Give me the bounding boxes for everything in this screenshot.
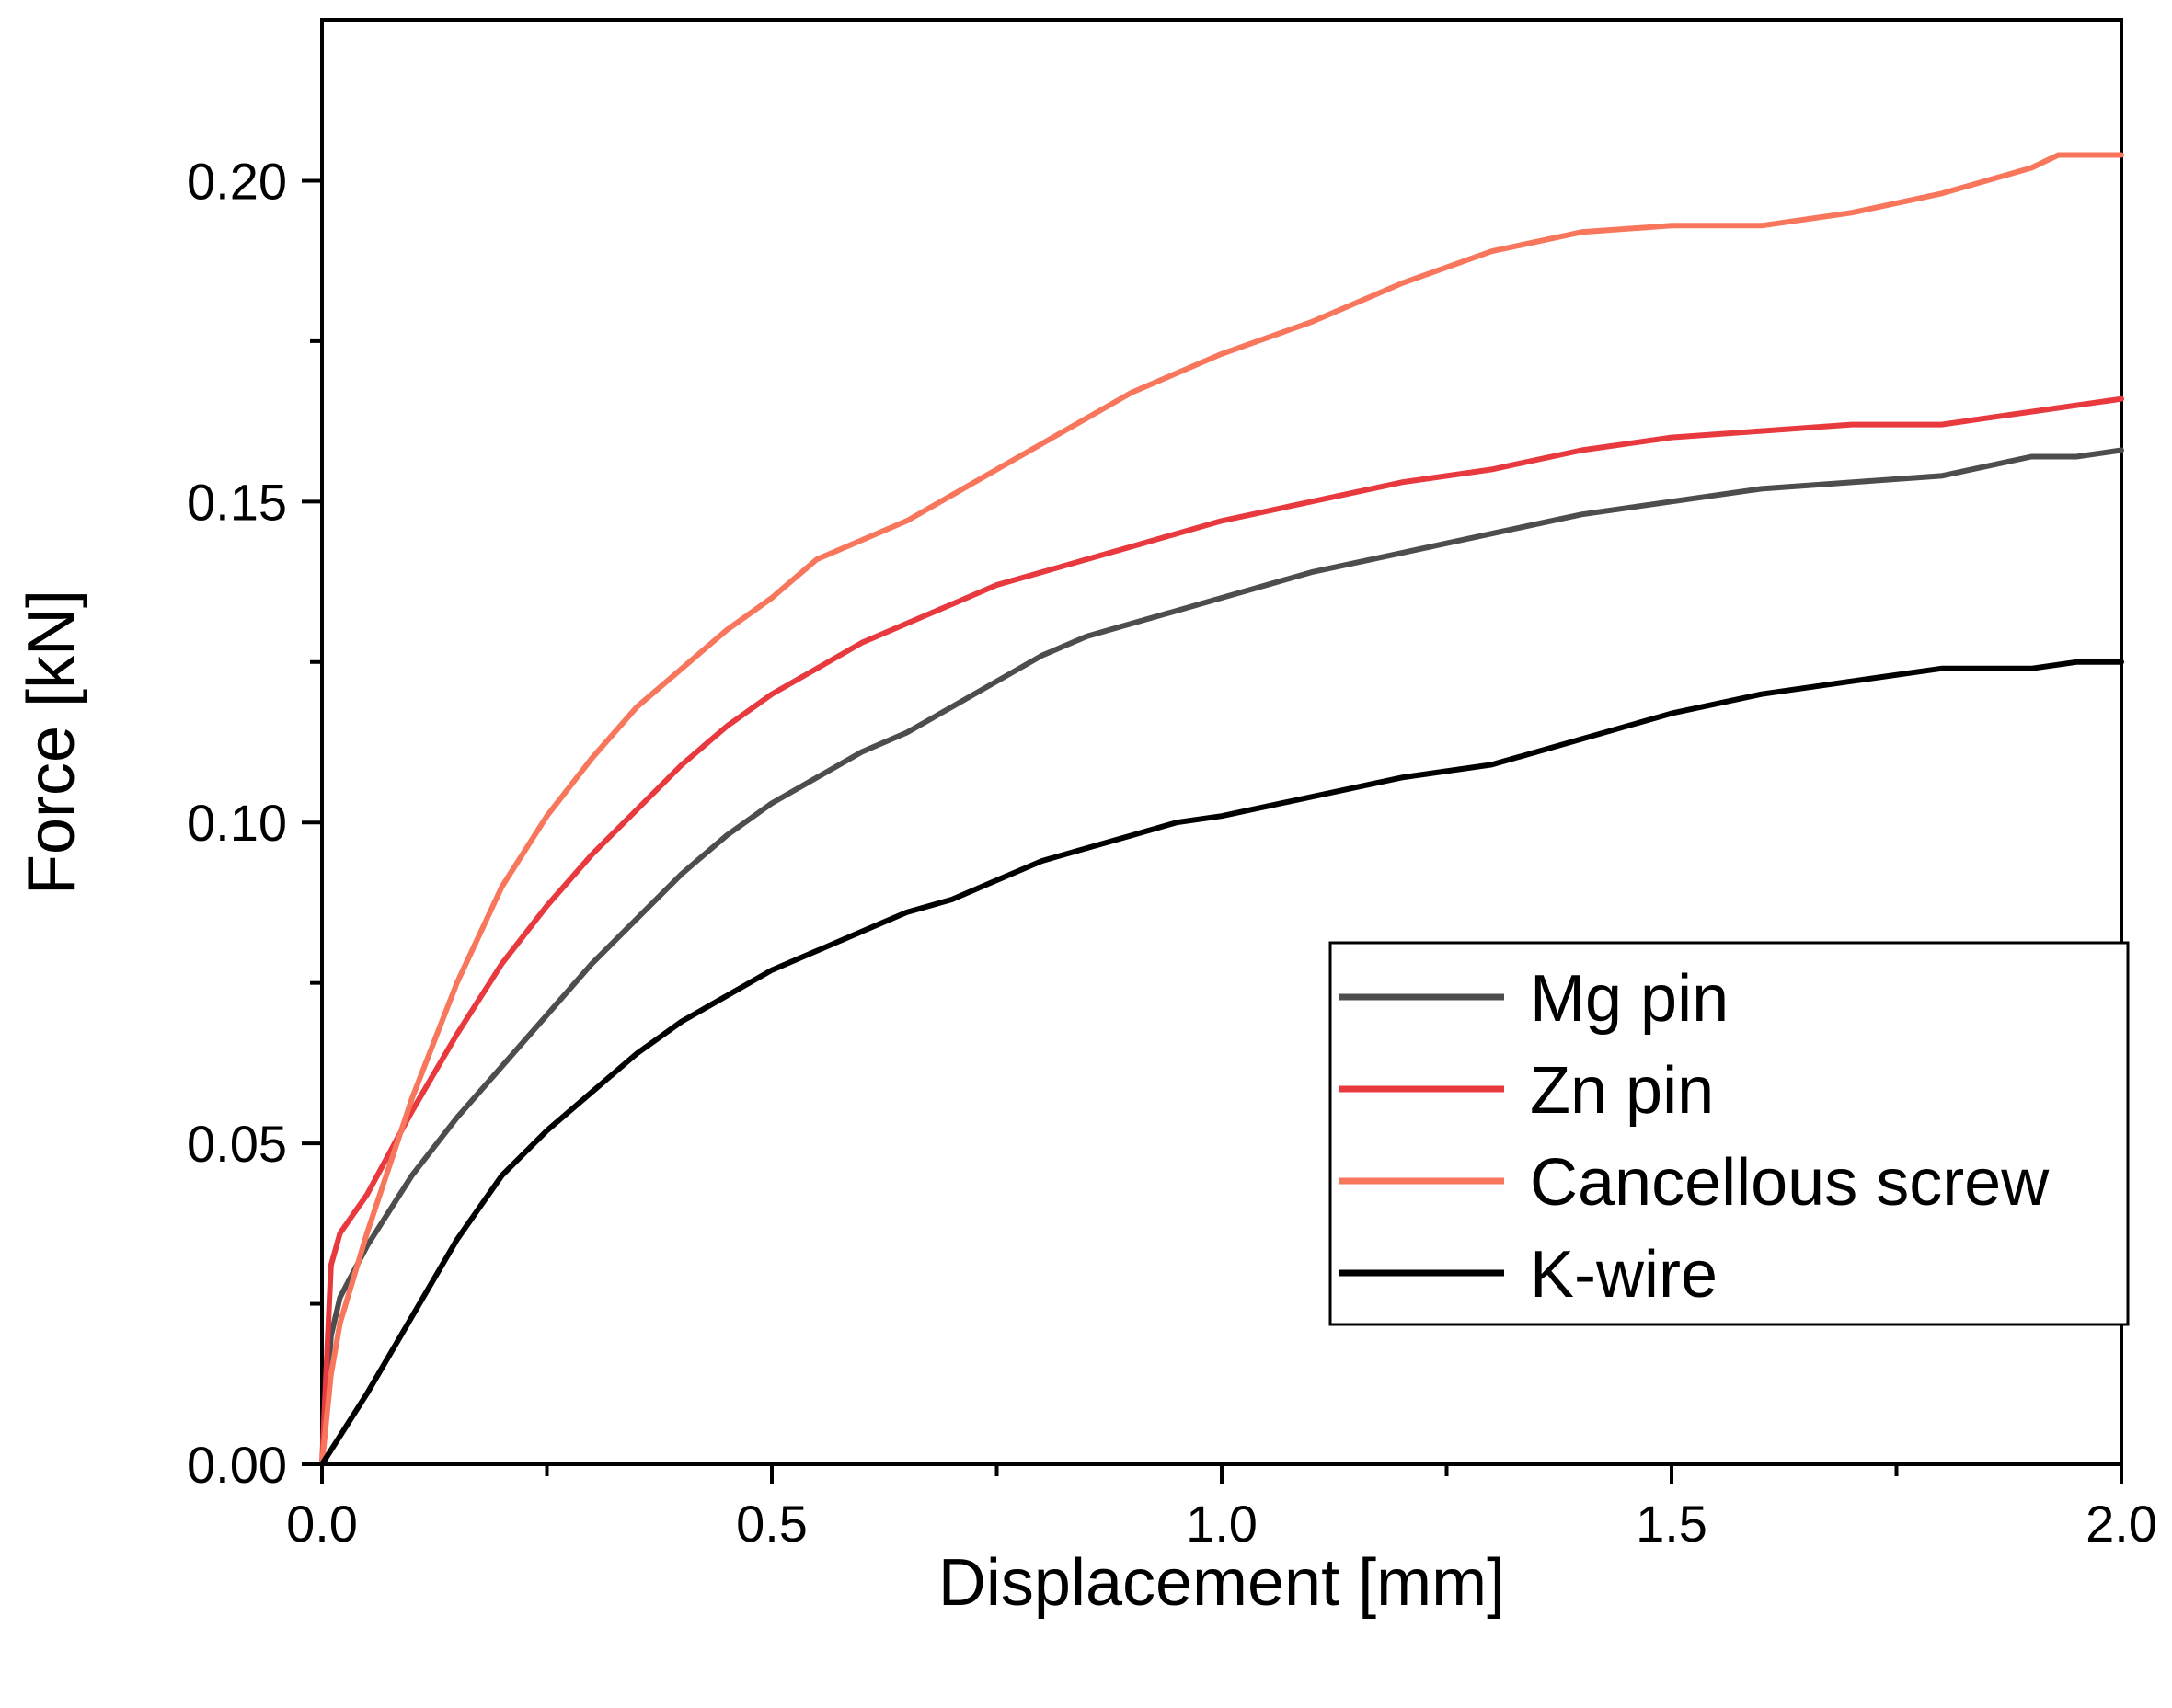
x-axis-title: Displacement [mm] [938,1546,1505,1620]
x-tick-label: 1.5 [1636,1495,1707,1553]
y-tick-label: 0.10 [187,794,287,852]
legend-label: Cancellous screw [1530,1146,2050,1220]
x-tick-label: 0.5 [736,1495,808,1553]
series-layer [319,152,2124,1467]
x-tick-label: 0.0 [286,1495,358,1553]
y-tick-label: 0.05 [187,1115,287,1173]
tick-layer: 0.0 0.5 1.0 1.5 2.0 0.00 0.05 0.10 0.15 0.20 [187,152,2157,1553]
series-line-cancellous-screw [319,152,2124,1467]
legend-label: Zn pin [1530,1054,1714,1128]
y-tick-label: 0.15 [187,473,287,531]
x-tick-label: 2.0 [2086,1495,2157,1553]
y-tick-label: 0.00 [187,1436,287,1494]
legend-label: K-wire [1530,1238,1718,1312]
legend: Mg pin Zn pin Cancellous screw K-wire [1328,941,2130,1326]
series-line-k-wire [319,659,2124,1467]
legend-box [1328,941,2130,1326]
series-line-zn-pin [319,395,2124,1467]
legend-items: Mg pin Zn pin Cancellous screw K-wire [1339,962,2050,1312]
y-tick-label: 0.20 [187,152,287,210]
legend-label: Mg pin [1530,962,1729,1036]
x-tick-label: 1.0 [1186,1495,1258,1553]
plot-area: 0.0 0.5 1.0 1.5 2.0 0.00 0.05 0.10 0.15 0.20 [187,18,2157,1553]
series-line-mg-pin [319,447,2124,1467]
y-axis-title: Force [kN] [15,590,88,895]
